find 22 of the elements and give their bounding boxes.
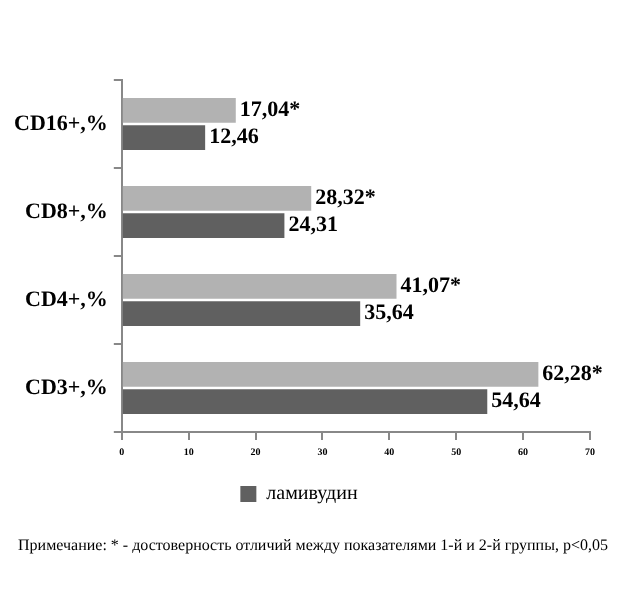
bar <box>122 274 397 299</box>
bar <box>122 186 312 211</box>
bar <box>122 213 285 238</box>
text: Примечание: * - достоверность отличий между показателями 1-й и 2-й группы, p<0,05 <box>16 536 610 554</box>
y-tick-label: CD4+,% <box>25 287 108 312</box>
bar <box>122 125 206 150</box>
data-label: 35,64 <box>364 301 415 326</box>
y-tick-label: CD8+,% <box>25 199 108 224</box>
data-label: 17,04* <box>239 98 302 123</box>
y-tick-label: CD3+,% <box>25 375 108 400</box>
bar <box>122 389 488 414</box>
data-label: 41,07* <box>400 274 462 299</box>
bar <box>122 362 539 387</box>
legend-label: ламивудин <box>266 483 359 506</box>
data-label: 24,31 <box>288 213 338 238</box>
data-label: 62,28* <box>542 362 604 387</box>
data-label: 12,46 <box>209 125 260 150</box>
bar <box>122 98 236 123</box>
data-label: 28,32* <box>315 186 377 211</box>
y-tick-label: CD16+,% <box>14 111 108 136</box>
bar <box>122 301 361 326</box>
data-label: 54,64 <box>491 389 542 414</box>
